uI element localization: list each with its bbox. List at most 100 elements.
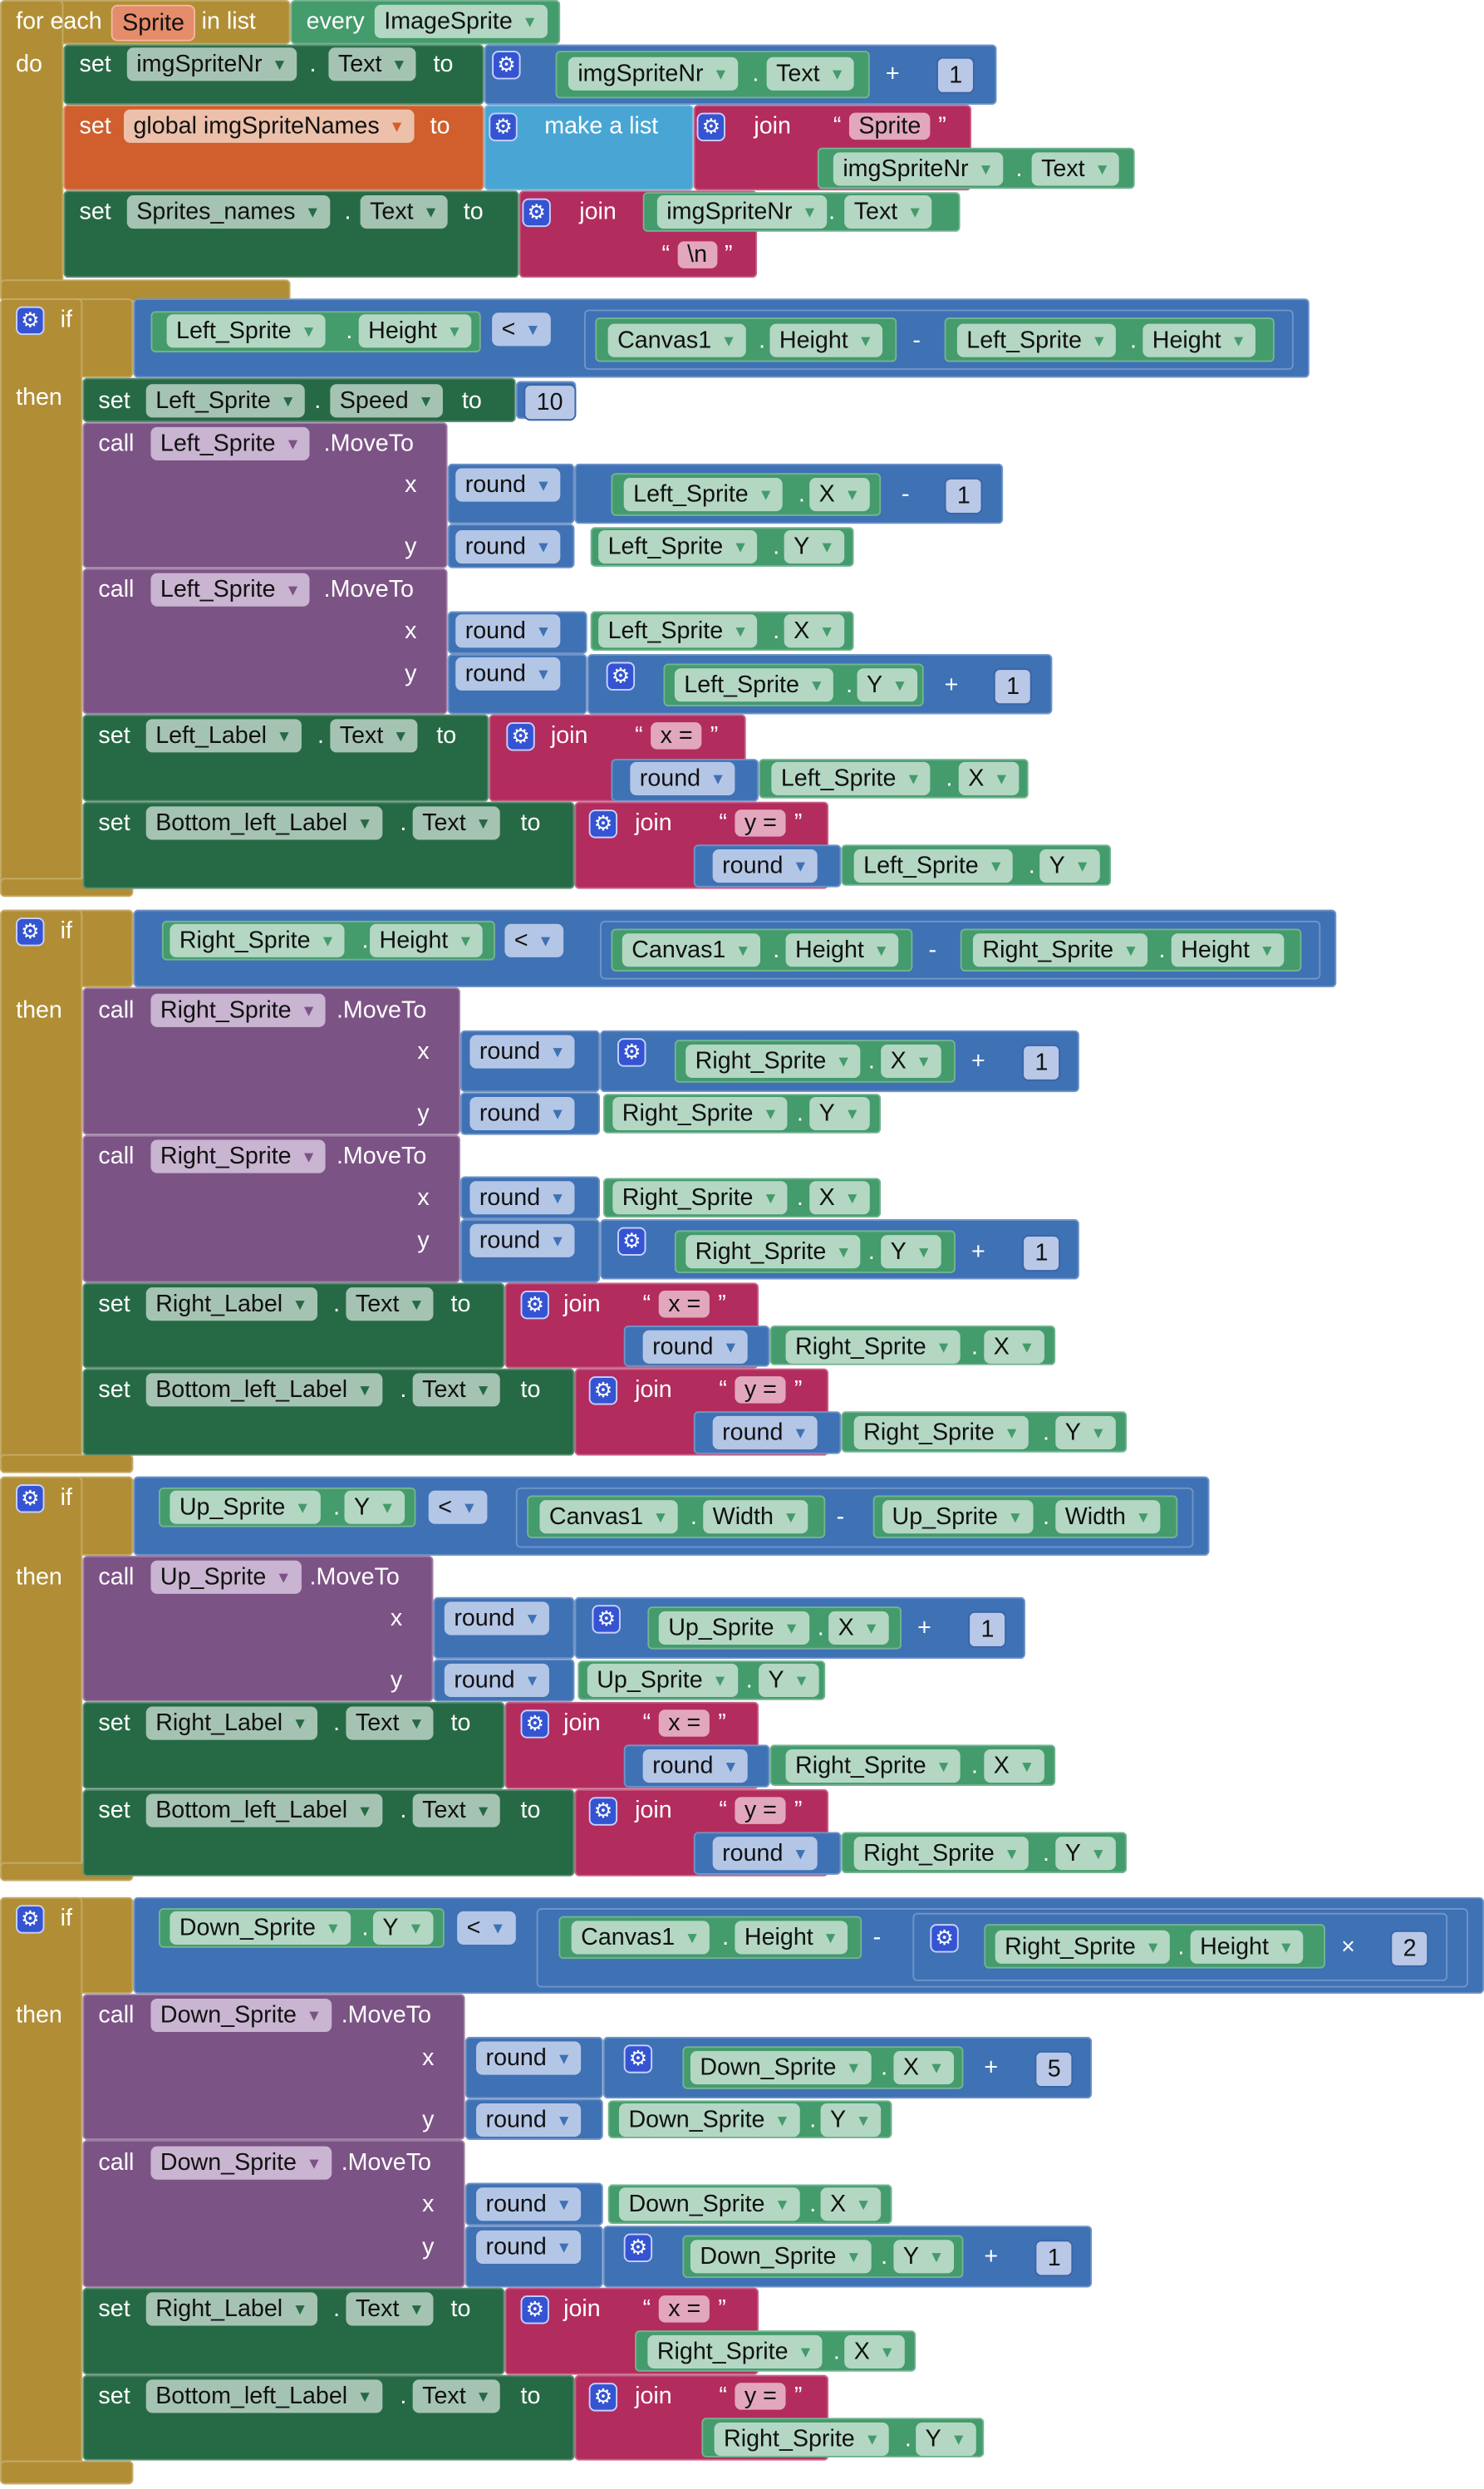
- dropdown-imgspritenr[interactable]: imgSpriteNr ▼: [833, 151, 1004, 185]
- number-field[interactable]: 5: [1034, 2050, 1074, 2087]
- dropdown-height[interactable]: Height ▼: [785, 932, 899, 967]
- number-field[interactable]: 1: [993, 667, 1033, 705]
- dropdown-round[interactable]: round ▼: [630, 760, 735, 795]
- method-call-block[interactable]: [82, 1994, 465, 2140]
- gear-icon[interactable]: ⚙: [930, 1924, 959, 1953]
- dropdown-text[interactable]: Text ▼: [346, 2291, 435, 2325]
- string-field[interactable]: y =: [735, 2382, 787, 2409]
- dropdown-down-sprite[interactable]: Down_Sprite ▼: [150, 2145, 332, 2179]
- dropdown-round[interactable]: round ▼: [455, 467, 561, 501]
- string-field[interactable]: y =: [735, 809, 787, 836]
- dropdown-symbol[interactable]: < ▼: [492, 312, 551, 346]
- gear-icon[interactable]: ⚙: [588, 1797, 618, 1826]
- dropdown-left-sprite[interactable]: Left_Sprite ▼: [674, 667, 834, 701]
- dropdown-left-sprite[interactable]: Left_Sprite ▼: [598, 613, 759, 647]
- text-string-block[interactable]: “ x = ”: [635, 2291, 734, 2324]
- gear-icon[interactable]: ⚙: [588, 809, 618, 839]
- dropdown-round[interactable]: round ▼: [444, 1662, 550, 1697]
- dropdown-canvas1[interactable]: Canvas1 ▼: [539, 1499, 678, 1533]
- dropdown-imgspritenr[interactable]: imgSpriteNr ▼: [126, 47, 297, 81]
- dropdown-right-sprite[interactable]: Right_Sprite ▼: [714, 2422, 890, 2456]
- dropdown-round[interactable]: round ▼: [476, 2040, 582, 2074]
- dropdown-text[interactable]: Text ▼: [330, 718, 419, 752]
- number-field[interactable]: 1: [1022, 1043, 1061, 1080]
- dropdown-right-sprite[interactable]: Right_Sprite ▼: [972, 932, 1148, 967]
- dropdown-left-sprite[interactable]: Left_Sprite ▼: [150, 425, 311, 460]
- dropdown-down-sprite[interactable]: Down_Sprite ▼: [170, 1910, 351, 1945]
- dropdown-right-label[interactable]: Right_Label ▼: [145, 2291, 317, 2325]
- dropdown-round[interactable]: round ▼: [476, 2186, 582, 2221]
- dropdown-right-sprite[interactable]: Right_Sprite ▼: [150, 1139, 327, 1173]
- dropdown-text[interactable]: Text ▼: [844, 194, 933, 229]
- dropdown-round[interactable]: round ▼: [476, 2103, 582, 2137]
- string-field[interactable]: x =: [658, 2295, 710, 2322]
- dropdown-right-sprite[interactable]: Right_Sprite ▼: [150, 992, 327, 1026]
- dropdown-round[interactable]: round ▼: [469, 1222, 576, 1257]
- number-field[interactable]: 2: [1390, 1929, 1429, 1966]
- dropdown-round[interactable]: round ▼: [469, 1034, 576, 1068]
- number-field[interactable]: 1: [1034, 2239, 1074, 2276]
- dropdown-y[interactable]: Y ▼: [1039, 849, 1100, 883]
- gear-icon[interactable]: ⚙: [520, 2295, 549, 2324]
- dropdown-left-sprite[interactable]: Left_Sprite ▼: [623, 477, 784, 511]
- dropdown-x[interactable]: X ▼: [958, 760, 1020, 795]
- control-block[interactable]: [0, 0, 64, 302]
- dropdown-left-sprite[interactable]: Left_Sprite ▼: [956, 322, 1117, 357]
- dropdown-down-sprite[interactable]: Down_Sprite ▼: [690, 2050, 872, 2084]
- dropdown-x[interactable]: X ▼: [828, 1610, 889, 1645]
- gear-icon[interactable]: ⚙: [623, 2044, 653, 2073]
- dropdown-bottom-left-label[interactable]: Bottom_left_Label ▼: [145, 1793, 383, 1827]
- dropdown-height[interactable]: Height ▼: [358, 313, 472, 347]
- control-block[interactable]: [0, 2460, 134, 2485]
- dropdown-canvas1[interactable]: Canvas1 ▼: [622, 932, 761, 967]
- string-field[interactable]: Sprite: [848, 111, 931, 139]
- dropdown-y[interactable]: Y ▼: [820, 2103, 882, 2137]
- make-list-block[interactable]: [484, 105, 694, 191]
- dropdown-right-sprite[interactable]: Right_Sprite ▼: [995, 1929, 1171, 1963]
- number-field[interactable]: 1: [944, 477, 984, 514]
- dropdown-up-sprite[interactable]: Up_Sprite ▼: [170, 1489, 321, 1523]
- dropdown-right-sprite[interactable]: Right_Sprite ▼: [685, 1234, 862, 1268]
- dropdown-down-sprite[interactable]: Down_Sprite ▼: [690, 2239, 872, 2273]
- number-field[interactable]: 1: [1022, 1234, 1061, 1272]
- dropdown-y[interactable]: Y ▼: [759, 1662, 819, 1697]
- dropdown-up-sprite[interactable]: Up_Sprite ▼: [150, 1559, 302, 1593]
- gear-icon[interactable]: ⚙: [588, 2383, 618, 2412]
- dropdown-right-sprite[interactable]: Right_Sprite ▼: [853, 1414, 1029, 1449]
- gear-icon[interactable]: ⚙: [520, 1290, 549, 1320]
- dropdown-right-sprite[interactable]: Right_Sprite ▼: [853, 1836, 1029, 1870]
- dropdown-x[interactable]: X ▼: [820, 2186, 882, 2221]
- dropdown-imgspritenr[interactable]: imgSpriteNr ▼: [568, 56, 739, 90]
- dropdown-bottom-left-label[interactable]: Bottom_left_Label ▼: [145, 1372, 383, 1406]
- dropdown-left-sprite[interactable]: Left_Sprite ▼: [166, 313, 327, 347]
- dropdown-left-sprite[interactable]: Left_Sprite ▼: [853, 849, 1014, 883]
- dropdown-left-sprite[interactable]: Left_Sprite ▼: [771, 760, 931, 795]
- dropdown-round[interactable]: round ▼: [455, 529, 561, 563]
- dropdown-text[interactable]: Text ▼: [412, 1372, 501, 1406]
- string-field[interactable]: y =: [735, 1375, 787, 1403]
- dropdown-down-sprite[interactable]: Down_Sprite ▼: [618, 2103, 800, 2137]
- control-block[interactable]: [0, 1476, 83, 1882]
- dropdown-x[interactable]: X ▼: [984, 1749, 1044, 1783]
- dropdown-y[interactable]: Y ▼: [372, 1910, 434, 1945]
- dropdown-up-sprite[interactable]: Up_Sprite ▼: [658, 1610, 809, 1645]
- dropdown-left-sprite[interactable]: Left_Sprite ▼: [150, 572, 311, 606]
- dropdown-height[interactable]: Height ▼: [1171, 932, 1285, 967]
- dropdown-round[interactable]: round ▼: [469, 1095, 576, 1130]
- dropdown-sprites-names[interactable]: Sprites_names ▼: [126, 194, 331, 229]
- dropdown-round[interactable]: round ▼: [642, 1329, 749, 1363]
- dropdown-right-sprite[interactable]: Right_Sprite ▼: [170, 922, 346, 957]
- gear-icon[interactable]: ⚙: [492, 51, 521, 80]
- dropdown-canvas1[interactable]: Canvas1 ▼: [571, 1920, 710, 1954]
- dropdown-bottom-left-label[interactable]: Bottom_left_Label ▼: [145, 805, 383, 839]
- dropdown-up-sprite[interactable]: Up_Sprite ▼: [587, 1662, 738, 1697]
- dropdown-right-sprite[interactable]: Right_Sprite ▼: [685, 1043, 862, 1078]
- dropdown-left-label[interactable]: Left_Label ▼: [145, 718, 302, 752]
- text-string-block[interactable]: “Sprite”: [825, 109, 954, 142]
- dropdown-round[interactable]: round ▼: [469, 1180, 576, 1214]
- gear-icon[interactable]: ⚙: [16, 306, 45, 336]
- dropdown-y[interactable]: Y ▼: [784, 529, 845, 563]
- dropdown-down-sprite[interactable]: Down_Sprite ▼: [618, 2186, 800, 2221]
- dropdown-y[interactable]: Y ▼: [344, 1489, 405, 1523]
